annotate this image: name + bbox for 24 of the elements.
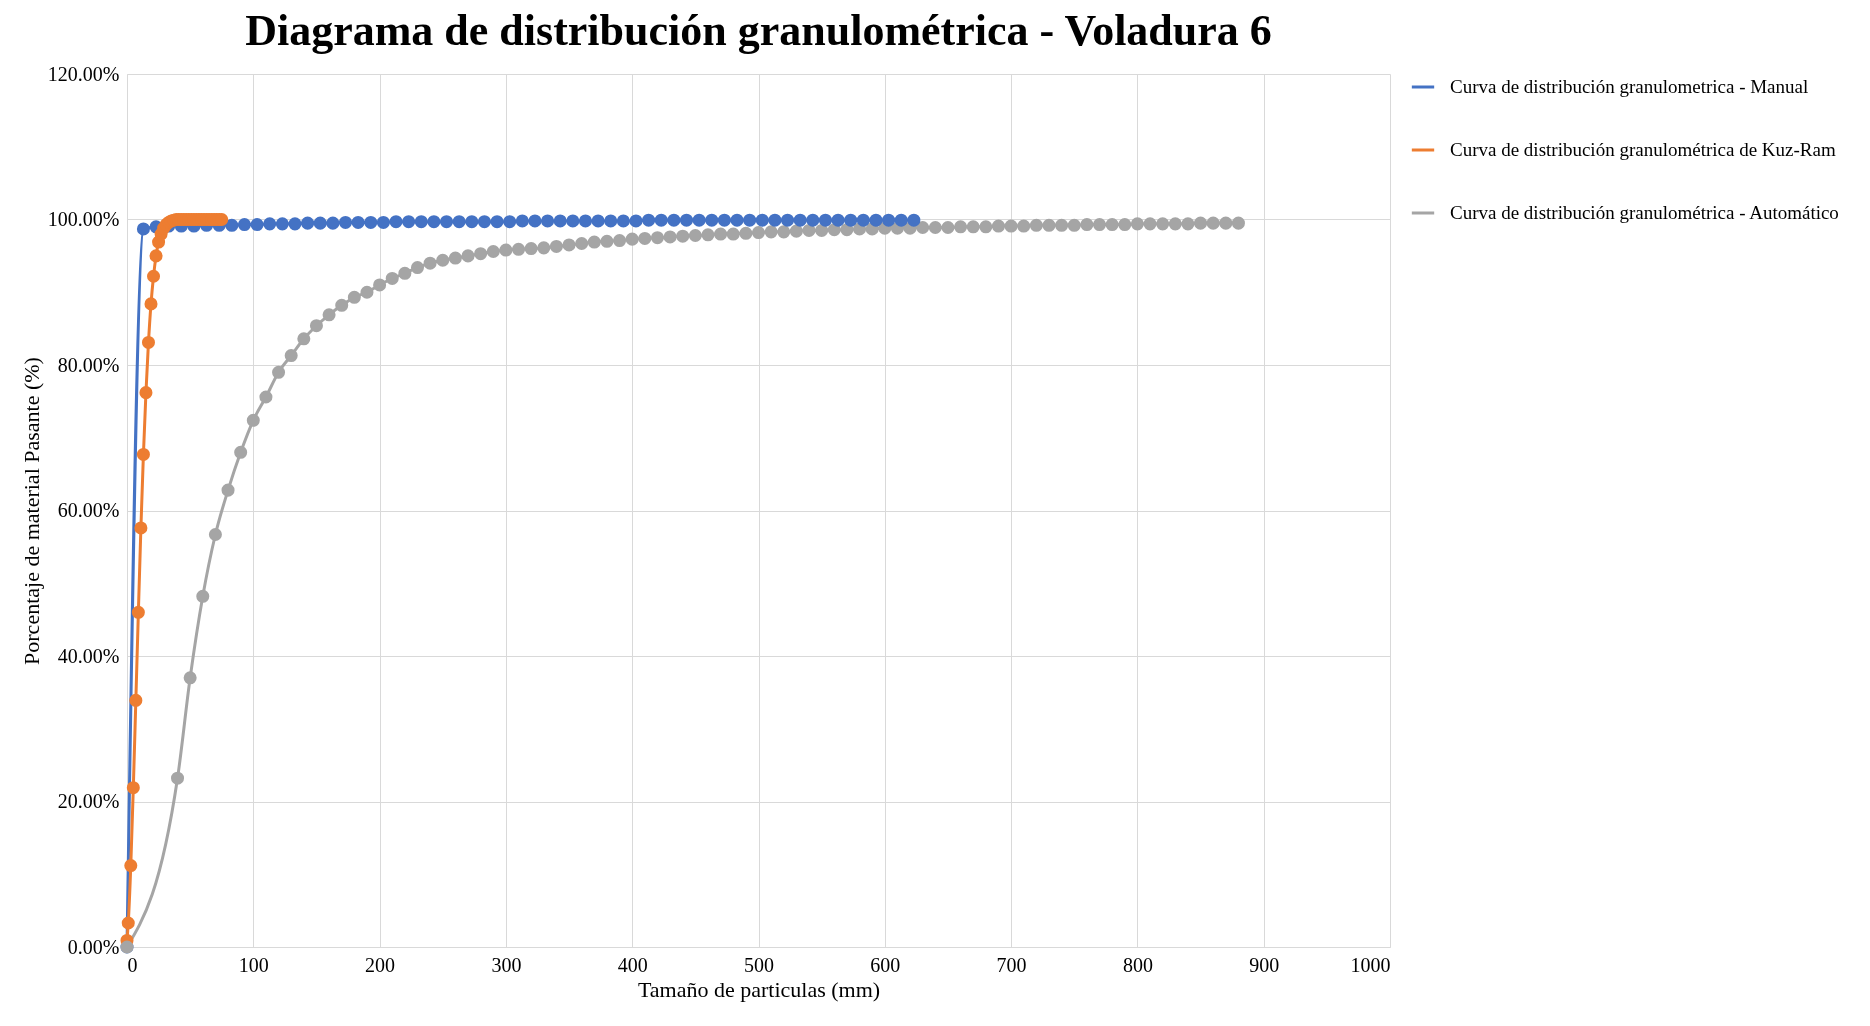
y-tick-label: 100.00%	[47, 208, 120, 230]
x-tick-label: 900	[1249, 953, 1280, 976]
y-tick-label: 80.00%	[57, 353, 120, 376]
y-axis-title: Porcentaje de material Pasante (%)	[18, 357, 44, 665]
legend-label: Curva de distribución granulométrica de Kuz-Ram	[1450, 139, 1836, 160]
x-tick-label: 500	[744, 953, 774, 976]
x-tick-label: 200	[365, 953, 396, 976]
x-axis-title: Tamaño de particulas (mm)	[637, 976, 881, 1002]
x-tick-label: 400	[617, 953, 648, 976]
x-tick-label: 0	[127, 953, 138, 976]
x-tick-label: 100	[238, 953, 269, 976]
x-tick-label: 800	[1122, 953, 1153, 976]
legend-label: Curva de distribución granulometrica - Manual	[1450, 76, 1809, 97]
legend-label: Curva de distribución granulométrica - Automático	[1450, 202, 1839, 223]
x-tick-label: 600	[870, 953, 901, 976]
y-tick-label: 40.00%	[57, 644, 120, 667]
x-tick-label: 1000	[1350, 953, 1391, 976]
y-tick-label: 120.00%	[47, 62, 120, 85]
y-tick-label: 0.00%	[67, 935, 120, 958]
x-tick-label: 700	[996, 953, 1027, 976]
y-tick-label: 60.00%	[57, 499, 120, 521]
chart-title: Diagrama de distribución granulométrica - Voladura 6	[245, 6, 1272, 55]
y-tick-label: 20.00%	[57, 790, 120, 812]
x-tick-label: 300	[491, 953, 522, 976]
